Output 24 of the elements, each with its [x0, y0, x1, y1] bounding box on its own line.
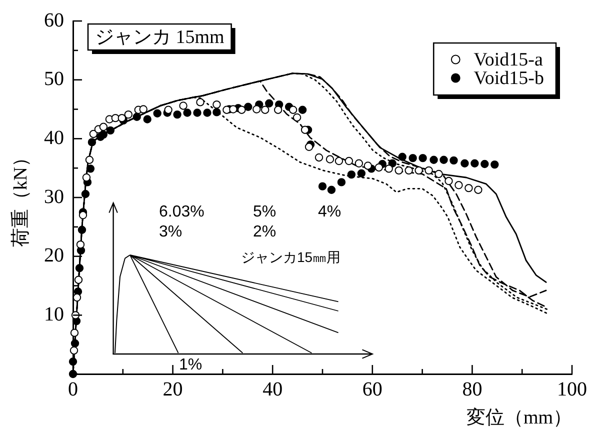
- annotation: 1%: [179, 356, 202, 374]
- y-tick-label: 30: [44, 186, 64, 208]
- annotation: 2%: [253, 223, 276, 240]
- x-tick-label: 40: [262, 378, 283, 400]
- y-tick-label: 10: [44, 303, 64, 326]
- y-tick-label: 60: [44, 9, 64, 32]
- annotation: 5%: [253, 203, 276, 220]
- y-tick-label: 40: [44, 126, 64, 149]
- chart-title: ジャンカ 15mm: [95, 26, 225, 48]
- x-tick-label: 100: [557, 378, 587, 400]
- annotation: 6.03%: [159, 203, 204, 220]
- annotation: ジャンカ15㎜用: [241, 248, 341, 265]
- y-tick-label: 50: [44, 68, 64, 90]
- annotation: 3%: [159, 223, 182, 240]
- x-tick-label: 60: [362, 378, 382, 400]
- x-tick-label: 80: [462, 378, 482, 400]
- legend-label: Void15-b: [474, 68, 544, 89]
- x-axis-title: 変位（mm）: [466, 406, 572, 429]
- y-axis-title: 荷重（kN）: [10, 148, 32, 248]
- y-tick-label: 20: [44, 244, 64, 267]
- legend-label: Void15-a: [474, 49, 544, 70]
- x-tick-label: 0: [68, 378, 78, 400]
- annotation: 4%: [318, 203, 342, 220]
- x-tick-label: 20: [162, 378, 183, 400]
